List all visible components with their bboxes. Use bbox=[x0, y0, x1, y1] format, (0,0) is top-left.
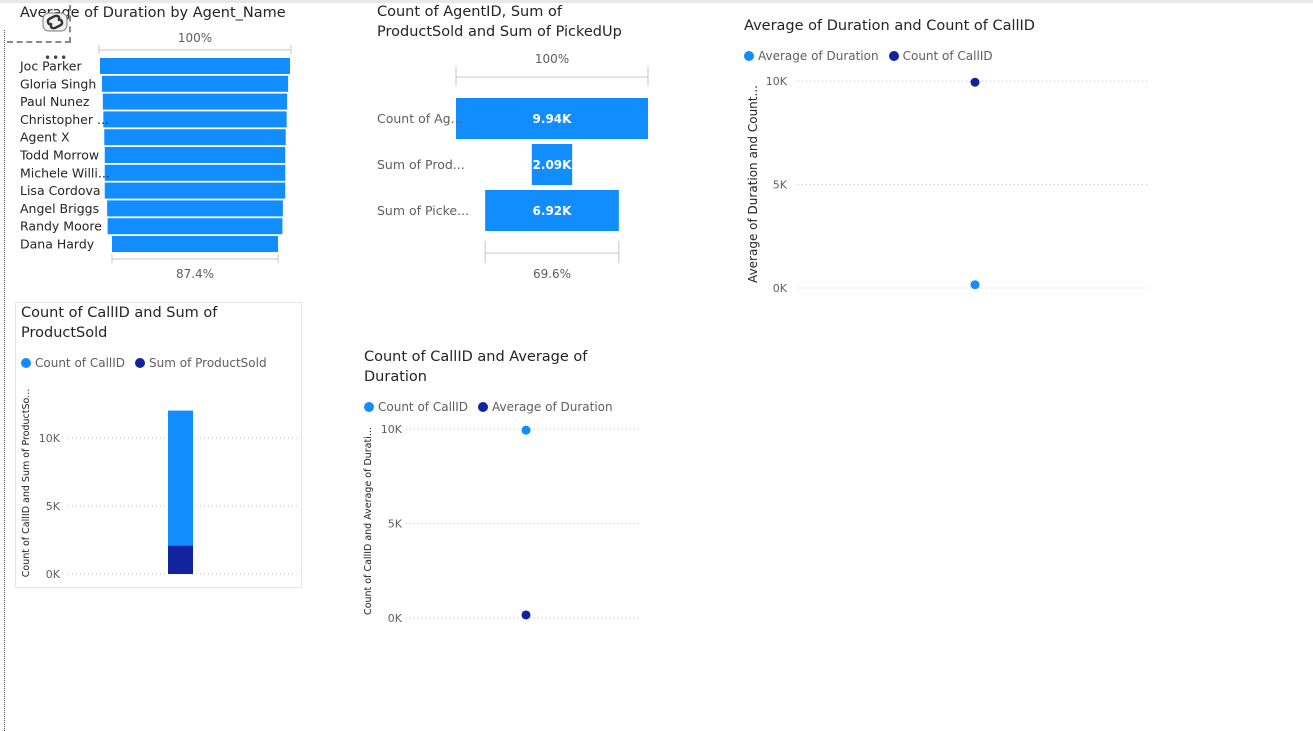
bracket-bottom-label: 87.4% bbox=[176, 267, 214, 281]
bracket-top-label: 100% bbox=[178, 31, 212, 45]
data-label: 9.94K bbox=[533, 112, 573, 126]
visual-title: Count of CallID and Sum of ProductSold bbox=[21, 305, 218, 341]
legend-marker-dark bbox=[135, 358, 146, 368]
legend-item-label: Average of Duration bbox=[758, 49, 879, 63]
agent-funnel-chart: 100% Joc Parker Gloria Singh Paul Nunez Chri… bbox=[19, 31, 292, 281]
funnel-bar bbox=[456, 98, 648, 139]
category-label: Joc Parker bbox=[19, 59, 82, 74]
funnel-bar bbox=[485, 190, 619, 231]
category-label: Sum of Picke... bbox=[377, 203, 469, 218]
chart-legend: Average of Duration Count of CallID bbox=[744, 49, 993, 63]
category-label: Christopher ... bbox=[20, 112, 109, 127]
column-segment-count-callid bbox=[168, 410, 193, 546]
y-tick-label: 0K bbox=[388, 612, 403, 625]
category-label: Randy Moore bbox=[20, 219, 102, 234]
funnel-bar bbox=[104, 164, 286, 181]
y-tick-label: 10K bbox=[381, 423, 403, 436]
y-axis-label: Count of CallID and Average of Durati... bbox=[363, 427, 374, 615]
visual-avg-duration-by-agent[interactable]: Average of Duration by Agent_Name 100% Jo… bbox=[14, 0, 304, 290]
funnel-bar bbox=[111, 236, 279, 252]
funnel-bar bbox=[101, 75, 289, 92]
category-label: Dana Hardy bbox=[20, 237, 95, 252]
data-label: 6.92K bbox=[533, 204, 573, 218]
data-point-count-callid bbox=[970, 77, 980, 87]
funnel-bar bbox=[104, 129, 286, 146]
y-tick-label: 5K bbox=[388, 518, 403, 531]
category-label: Todd Morrow bbox=[19, 148, 99, 163]
category-label: Count of Ag... bbox=[377, 111, 463, 126]
y-tick-label: 0K bbox=[46, 568, 61, 581]
funnel-bar bbox=[100, 58, 290, 74]
visual-title: Count of CallID and Average of Duration bbox=[364, 349, 588, 385]
legend-marker-dark bbox=[478, 402, 489, 412]
category-label: Paul Nunez bbox=[20, 94, 90, 109]
category-label: Angel Briggs bbox=[20, 201, 99, 216]
legend-item-label: Count of CallID bbox=[378, 400, 469, 414]
y-axis-label: Average of Duration and Count... bbox=[746, 85, 760, 283]
legend-item-label: Sum of ProductSold bbox=[149, 356, 267, 370]
visual-avg-duration-count-callid[interactable]: Average of Duration and Count of CallID … bbox=[740, 0, 1160, 300]
data-label: 2.09K bbox=[533, 158, 573, 172]
legend-marker-dark bbox=[888, 51, 899, 61]
funnel-bar bbox=[107, 218, 283, 235]
column-segment-sum-productsold bbox=[168, 545, 193, 574]
canvas-top-border bbox=[0, 0, 1313, 3]
legend-marker-light bbox=[364, 402, 374, 412]
funnel-bar bbox=[104, 182, 286, 199]
y-tick-label: 5K bbox=[773, 179, 788, 192]
funnel-bar bbox=[104, 147, 286, 163]
visual-title: Average of Duration and Count of CallID bbox=[744, 18, 1035, 34]
link-icon[interactable] bbox=[40, 10, 70, 34]
legend-item-label: Count of CallID bbox=[902, 49, 993, 63]
category-label: Michele Willi... bbox=[20, 165, 110, 180]
focus-mode-handle[interactable] bbox=[7, 5, 71, 43]
funnel-bar bbox=[107, 200, 283, 217]
category-label: Lisa Cordova bbox=[20, 183, 101, 198]
measures-funnel-chart: 100% 9.94K Count of Ag... 2.09K Sum of Prod.… bbox=[377, 52, 649, 281]
legend-item-label: Average of Duration bbox=[492, 400, 613, 414]
data-point-avg-duration bbox=[970, 280, 980, 290]
y-tick-label: 0K bbox=[773, 282, 788, 295]
chart-legend: Count of CallID Average of Duration bbox=[364, 400, 613, 414]
scatter-chart: 10K 5K 0K Average of Duration and Count... bbox=[746, 75, 1150, 295]
bracket-top-label: 100% bbox=[535, 52, 569, 66]
legend-marker-light bbox=[21, 358, 31, 368]
visual-count-callid-productsold[interactable]: Count of CallID and Sum of ProductSold C… bbox=[15, 302, 302, 588]
legend-marker-light bbox=[744, 51, 754, 61]
visual-title: Average of Duration by Agent_Name bbox=[20, 5, 286, 21]
category-label: Sum of Prod... bbox=[377, 157, 465, 172]
data-point-avg-duration bbox=[521, 610, 531, 620]
visual-agentid-productsold-pickedup[interactable]: Count of AgentID, Sum of ProductSold and… bbox=[370, 0, 670, 290]
category-label: Gloria Singh bbox=[20, 76, 96, 91]
y-tick-label: 10K bbox=[766, 75, 788, 88]
canvas-left-guide bbox=[4, 30, 5, 731]
funnel-bar bbox=[102, 93, 288, 110]
more-options-icon[interactable]: ••• bbox=[44, 51, 69, 65]
funnel-bar bbox=[103, 111, 287, 128]
y-axis-label: Count of CallID and Sum of ProductSo... bbox=[21, 389, 32, 577]
category-label: Agent X bbox=[20, 130, 70, 145]
stacked-column-chart: 10K 5K 0K Count of CallID and Sum of Produc… bbox=[21, 389, 298, 581]
bracket-bottom-label: 69.6% bbox=[533, 267, 571, 281]
y-tick-label: 5K bbox=[46, 500, 61, 513]
legend-item-label: Count of CallID bbox=[35, 356, 126, 370]
y-tick-label: 10K bbox=[39, 432, 61, 445]
visual-count-callid-avg-duration[interactable]: Count of CallID and Average of Duration … bbox=[358, 340, 648, 640]
chart-legend: Count of CallID Sum of ProductSold bbox=[21, 356, 267, 370]
visual-title: Count of AgentID, Sum of ProductSold and… bbox=[377, 4, 622, 40]
data-point-count-callid bbox=[521, 425, 531, 435]
scatter-chart: 10K 5K 0K Count of CallID and Average of Du… bbox=[363, 423, 640, 625]
funnel-bar bbox=[531, 144, 573, 185]
